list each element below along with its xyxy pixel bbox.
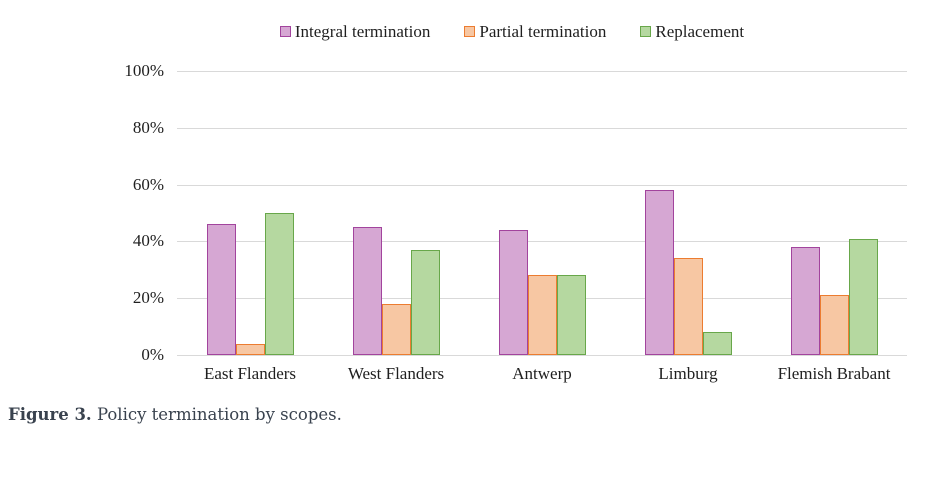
x-axis-category-label: Limburg: [658, 364, 718, 383]
bar-replacement-west-flanders: [410, 249, 440, 355]
x-axis-category-label: Flemish Brabant: [777, 364, 891, 383]
bar-partial-termination-west-flanders: [381, 303, 411, 355]
gridline: [177, 71, 907, 72]
legend-marker-partial-termination: [464, 26, 476, 37]
bar-replacement-limburg: [702, 332, 732, 355]
bar-integral-termination-west-flanders: [352, 227, 382, 355]
bar-integral-termination-limburg: [644, 190, 674, 355]
gridline: [177, 241, 907, 243]
y-axis-tick-label: 100%: [124, 61, 164, 80]
legend-item-replacement: Replacement: [640, 23, 744, 40]
bar-partial-termination-flemish-brabant: [819, 295, 849, 355]
bar-replacement-antwerp: [556, 275, 586, 355]
bar-integral-termination-east-flanders: [206, 224, 236, 355]
bar-group-limburg: [615, 190, 761, 355]
bar-integral-termination-flemish-brabant: [790, 247, 820, 355]
caption-label: Figure 3.: [8, 405, 92, 424]
legend-marker-replacement: [640, 26, 652, 37]
x-axis-category-label: East Flanders: [203, 364, 297, 383]
x-axis-line: [177, 355, 907, 356]
gridline: [177, 127, 907, 129]
plot-area: 0% 20% 40% 60% 80% 100%: [124, 61, 907, 364]
legend-label: Integral termination: [294, 22, 431, 41]
bar-partial-termination-east-flanders: [235, 343, 265, 355]
bar-partial-termination-limburg: [673, 258, 703, 355]
x-axis: East Flanders West Flanders Antwerp Limburg…: [177, 364, 907, 384]
bar-group-antwerp: [469, 230, 615, 355]
y-axis-tick-label: 0%: [141, 345, 164, 364]
legend-item-partial-termination: Partial termination: [464, 23, 606, 40]
bar-integral-termination-antwerp: [498, 230, 528, 355]
gridline: [177, 184, 907, 186]
bar-group-flemish-brabant: [761, 238, 907, 355]
bar-partial-termination-antwerp: [527, 275, 557, 355]
x-axis-category-label: Antwerp: [512, 364, 572, 383]
bar-replacement-flemish-brabant: [848, 238, 878, 355]
bar-group-west-flanders: [323, 227, 469, 355]
legend-marker-integral-termination: [279, 26, 291, 37]
chart-legend: Integral termination Partial termination R…: [147, 23, 877, 40]
bar-group-east-flanders: [177, 213, 323, 355]
y-axis-tick-label: 40%: [132, 231, 164, 251]
figure-caption: Figure 3. Policy termination by scopes.: [8, 405, 342, 424]
y-axis-tick-label: 80%: [132, 117, 164, 137]
y-axis-tick-label: 20%: [132, 288, 164, 308]
x-axis-category-label: West Flanders: [347, 364, 445, 383]
legend-label: Partial termination: [479, 22, 607, 41]
legend-item-integral-termination: Integral termination: [279, 22, 431, 41]
legend-label: Replacement: [655, 22, 745, 41]
caption-text: Policy termination by scopes.: [96, 405, 342, 424]
bar-replacement-east-flanders: [264, 213, 294, 355]
y-axis-tick-label: 60%: [132, 174, 164, 194]
